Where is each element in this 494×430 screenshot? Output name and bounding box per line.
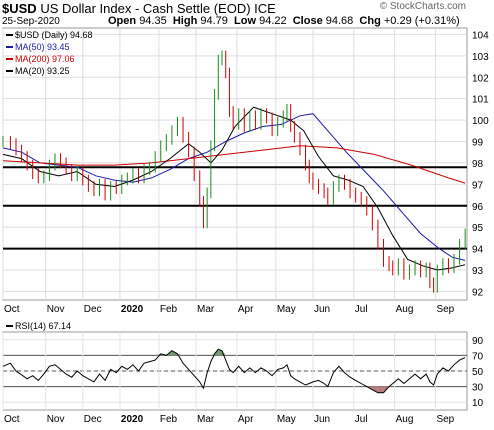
low-value: 94.22	[259, 15, 287, 27]
price-x-tick-label: Jul	[355, 304, 368, 315]
ma-line-ma50	[2, 113, 466, 261]
change-label: Chg	[359, 15, 381, 27]
high-value: 94.79	[200, 15, 228, 27]
legend-ma20: MA(20) 93.25	[15, 66, 70, 76]
price-y-tick-label: 98	[472, 159, 484, 170]
open-label: Open	[108, 15, 137, 27]
price-x-tick-label: Oct	[4, 304, 20, 315]
price-y-tick-label: 92	[472, 287, 484, 298]
rsi-x-tick-label: Sep	[436, 414, 454, 425]
rsi-panel: 10 30 50 70 90 Oct Nov Dec 2020 Feb Mar Apr May Jun Ju…	[2, 321, 484, 425]
rsi-y-tick-label: 10	[472, 398, 484, 409]
rsi-x-tick-label: Dec	[84, 414, 102, 425]
price-x-tick-label: Jun	[314, 304, 330, 315]
price-x-tick-label: Aug	[396, 304, 414, 315]
rsi-x-tick-label: 2020	[121, 414, 144, 425]
legend-ma50: MA(50) 93.45	[15, 42, 70, 52]
price-y-tick-label: 100	[472, 116, 489, 127]
chart-title: $USD US Dollar Index - Cash Settle (EOD)…	[2, 1, 276, 16]
price-y-tick-label: 102	[472, 73, 489, 84]
low-label: Low	[234, 15, 257, 27]
price-x-tick-label: Dec	[84, 304, 102, 315]
price-y-tick-label: 94	[472, 245, 484, 256]
rsi-x-tick-label: Jun	[314, 414, 330, 425]
price-y-tick-label: 93	[472, 266, 484, 277]
rsi-overbought-fill	[177, 353, 184, 356]
instrument-name: US Dollar Index - Cash Settle (EOD)	[40, 1, 251, 16]
ohlc-readout: Open 94.35 High 94.79 Low 94.22 Close 94…	[108, 15, 460, 27]
close-value: 94.68	[325, 15, 354, 27]
rsi-legend: RSI(14) 67.14	[15, 321, 71, 331]
ma-line-ma200	[2, 145, 466, 184]
price-y-tick-label: 103	[472, 52, 489, 63]
rsi-x-tick-label: Jul	[355, 414, 368, 425]
price-x-tick-label: Sep	[436, 304, 454, 315]
price-y-tick-label: 104	[472, 30, 489, 41]
rsi-x-tick-label: Nov	[47, 414, 65, 425]
price-y-tick-label: 99	[472, 138, 484, 149]
legend-price: $USD (Daily) 94.68	[15, 30, 93, 40]
watermark: © StockCharts.com	[379, 1, 466, 12]
high-label: High	[172, 15, 198, 27]
price-x-tick-label: Feb	[160, 304, 178, 315]
symbol: $USD	[2, 1, 37, 16]
price-x-tick-label: 2020	[121, 304, 144, 315]
rsi-y-tick-label: 70	[472, 351, 484, 362]
exchange: ICE	[254, 1, 276, 16]
price-x-tick-label: May	[277, 304, 296, 315]
change-value: +0.29 (+0.31%)	[383, 15, 460, 27]
legend-ma200: MA(200) 97.06	[15, 54, 75, 64]
rsi-y-tick-label: 30	[472, 383, 484, 394]
price-y-tick-label: 96	[472, 202, 484, 213]
rsi-x-tick-label: Apr	[238, 414, 254, 425]
rsi-oversold-fill	[203, 386, 208, 389]
price-y-tick-label: 101	[472, 95, 489, 106]
rsi-line	[2, 348, 466, 394]
price-x-tick-label: Nov	[47, 304, 65, 315]
close-label: Close	[292, 15, 323, 27]
rsi-x-tick-label: Mar	[197, 414, 215, 425]
rsi-y-tick-label: 90	[472, 336, 484, 347]
rsi-x-tick-label: Oct	[4, 414, 20, 425]
rsi-x-tick-label: Feb	[160, 414, 178, 425]
price-x-tick-label: Apr	[238, 304, 254, 315]
price-x-tick-label: Mar	[197, 304, 215, 315]
price-panel: 92 93 94 95 96 97 98 99 100 101 102 103 104 Oct Nov Dec…	[2, 27, 489, 315]
rsi-x-tick-label: Aug	[396, 414, 414, 425]
rsi-y-tick-label: 50	[472, 367, 484, 378]
rsi-x-tick-label: May	[277, 414, 296, 425]
price-y-tick-label: 95	[472, 223, 484, 234]
rsi-oversold-fill	[377, 386, 384, 393]
price-plot-area	[2, 27, 468, 301]
price-y-tick-label: 97	[472, 180, 484, 191]
rsi-oversold-fill	[372, 386, 378, 393]
chart-date: 25-Sep-2020	[2, 16, 60, 27]
open-value: 94.35	[139, 15, 167, 27]
